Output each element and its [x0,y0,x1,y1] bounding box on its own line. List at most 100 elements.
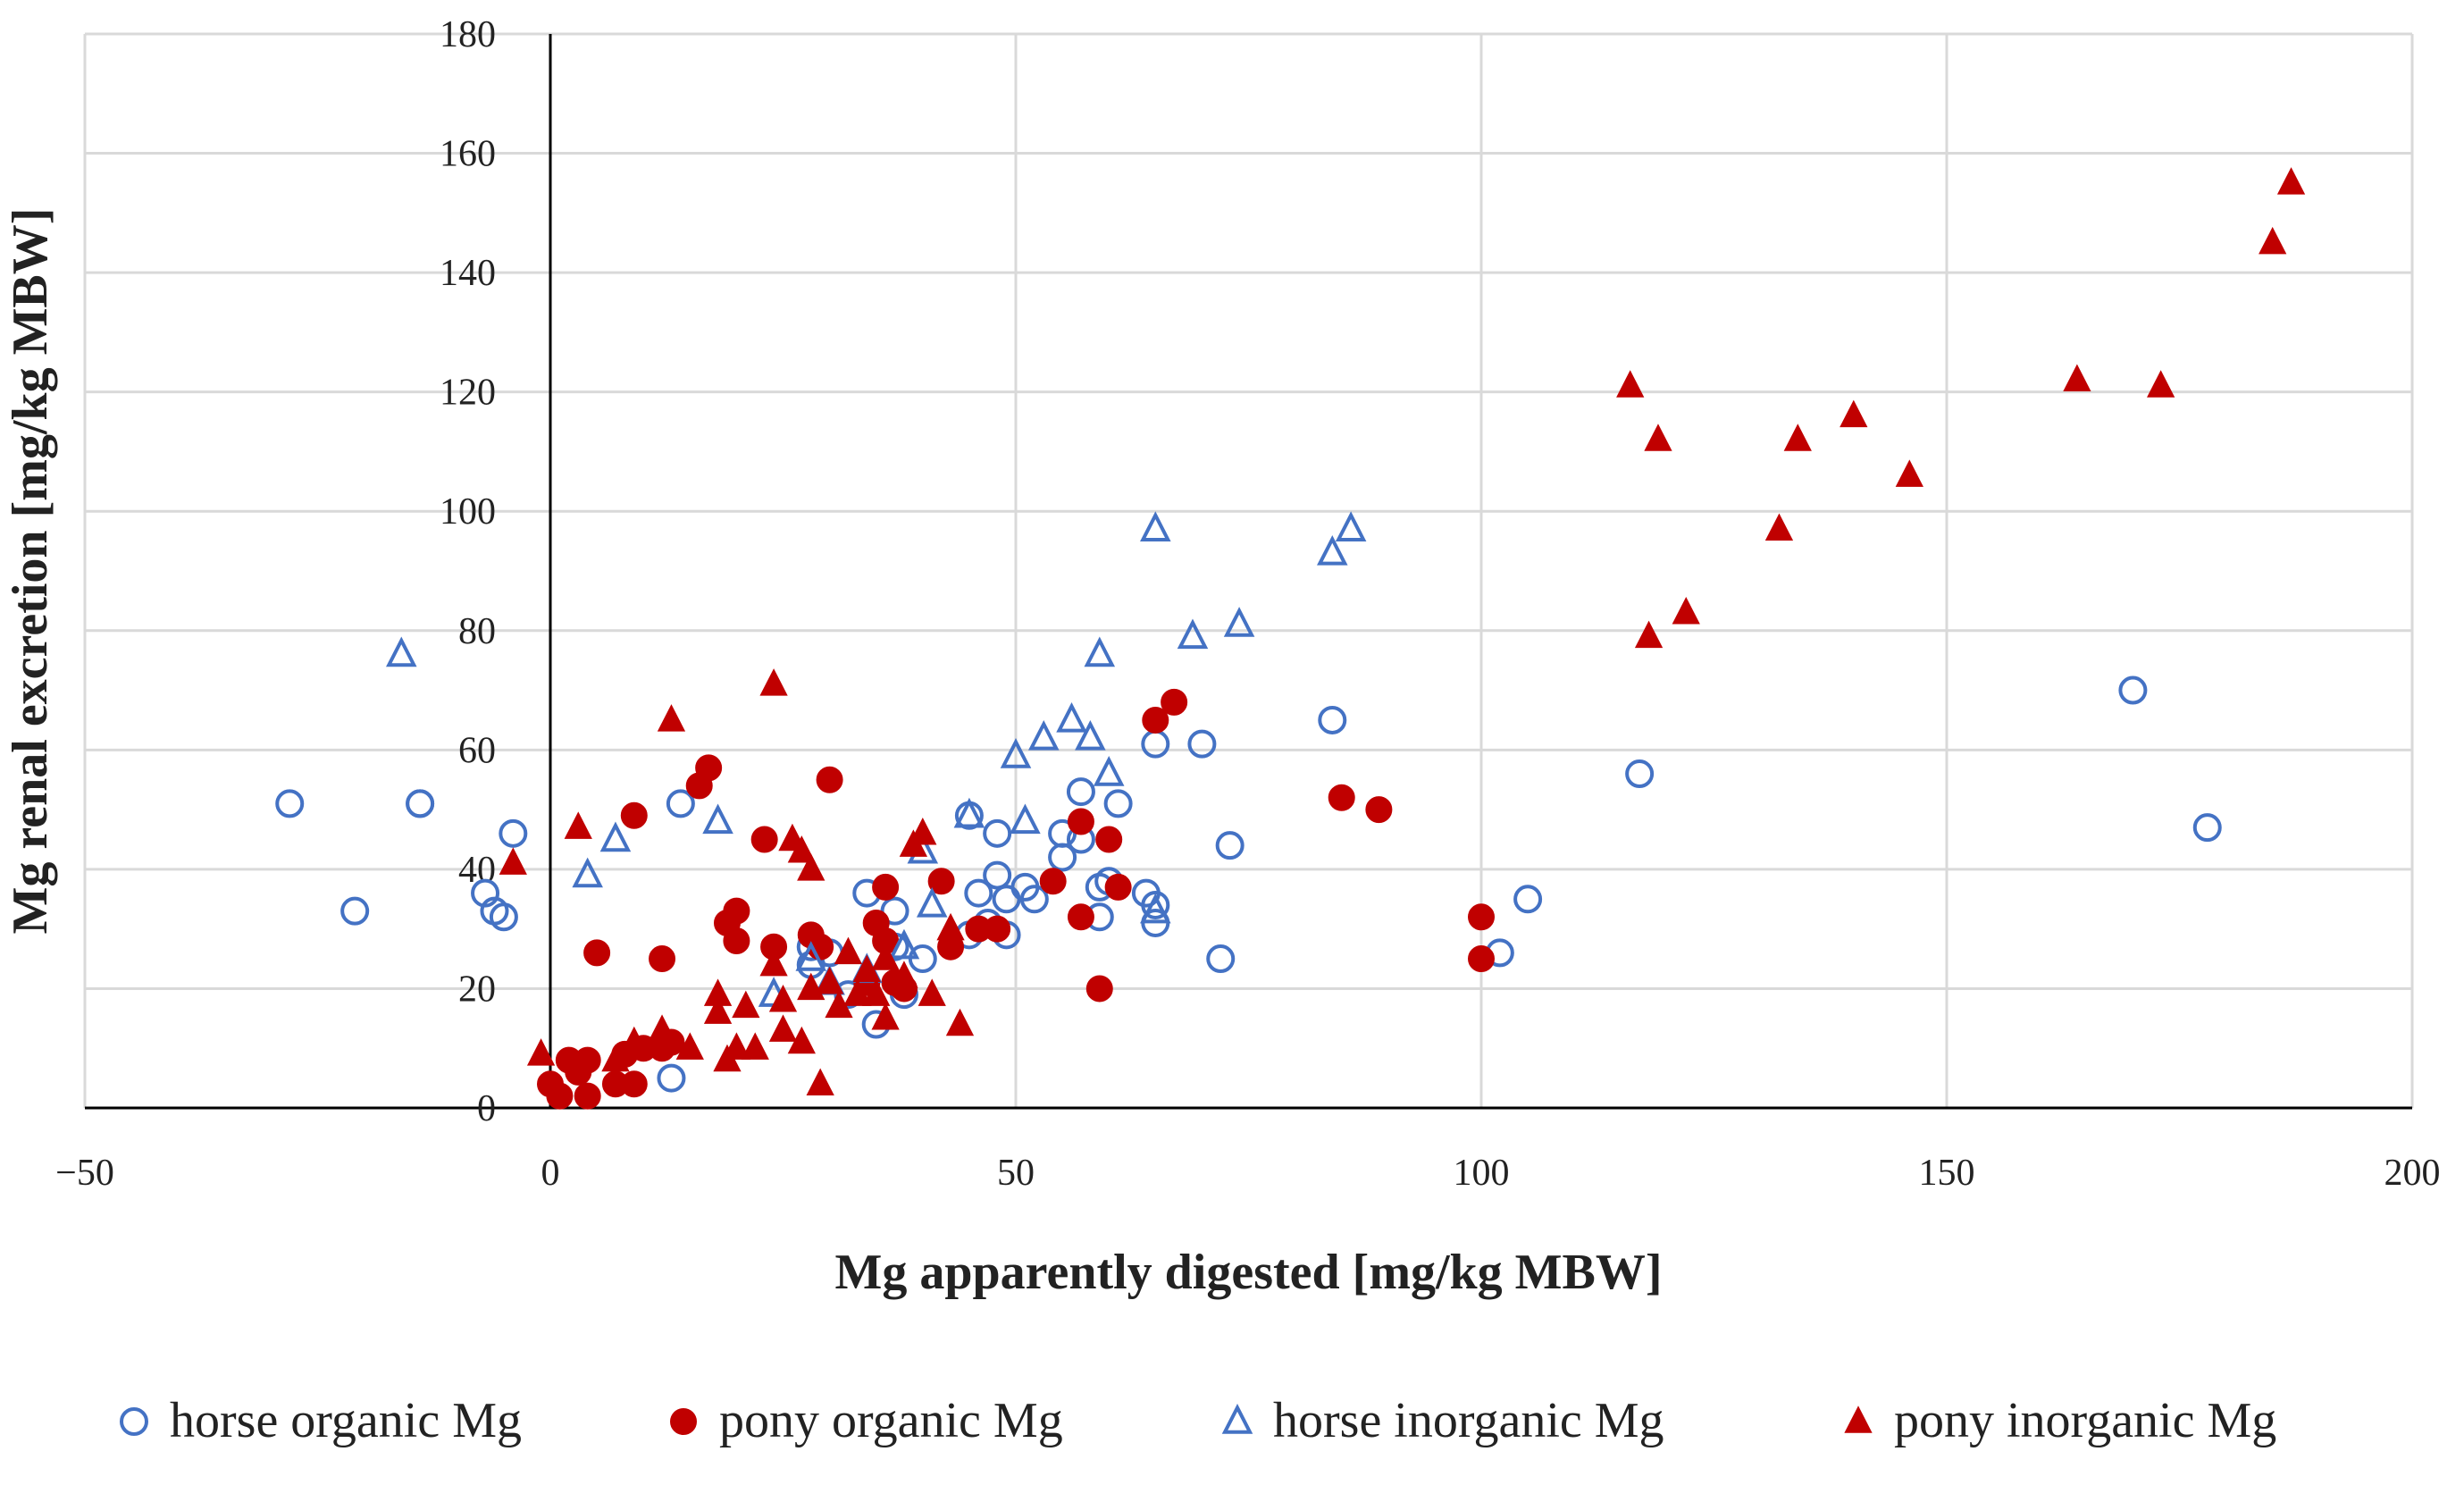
y-tick-label: 120 [440,373,496,414]
point-pony-inorganic-mg [759,948,788,977]
y-axis-title: Mg renal excretion [mg/kg MBW] [3,208,58,935]
point-pony-inorganic-mg [787,1026,816,1054]
point-pony-inorganic-mg [648,1014,676,1042]
point-pony-inorganic-mg [741,1032,769,1060]
point-horse-inorganic-mg [1010,803,1041,835]
point-pony-organic-mg [1039,868,1067,895]
legend-item-pony-organic-mg: pony organic Mg [670,1393,1063,1448]
point-horse-organic-mg [2118,675,2148,705]
point-pony-inorganic-mg [862,978,891,1006]
point-pony-inorganic-mg [1783,424,1812,451]
legend-item-horse-inorganic-mg: horse inorganic Mg [1221,1393,1664,1448]
point-pony-organic-mg [1365,796,1393,824]
x-tick-label: 0 [541,1153,560,1194]
point-pony-inorganic-mg [797,853,826,881]
point-pony-organic-mg [1067,903,1094,931]
point-horse-organic-mg [406,789,435,818]
legend-marker-horse-organic-mg [120,1407,148,1436]
legend-marker-horse-inorganic-mg [1221,1404,1253,1434]
point-horse-organic-mg [1019,885,1049,914]
y-tick-label: 80 [458,611,496,652]
point-pony-organic-mg [695,754,723,782]
point-pony-inorganic-mg [806,1068,834,1095]
point-pony-organic-mg [649,945,676,973]
point-pony-inorganic-mg [1616,370,1645,398]
legend-marker-pony-inorganic-mg [1844,1405,1873,1433]
legend-marker-pony-organic-mg [670,1408,697,1435]
point-horse-organic-mg [1513,885,1543,914]
point-horse-organic-mg [1318,705,1347,734]
point-pony-inorganic-mg [601,1044,630,1072]
point-pony-organic-mg [1161,688,1188,716]
point-horse-organic-mg [983,860,1012,890]
point-pony-organic-mg [574,1082,601,1110]
point-pony-inorganic-mg [936,912,965,941]
point-pony-inorganic-mg [657,704,686,732]
point-pony-organic-mg [620,801,648,829]
y-tick-label: 160 [440,134,496,175]
point-pony-inorganic-mg [768,1014,798,1042]
point-pony-inorganic-mg [675,1032,704,1060]
point-pony-inorganic-mg [918,978,946,1006]
point-horse-inorganic-mg [1140,511,1171,541]
point-pony-inorganic-mg [871,1003,900,1030]
legend: horse organic Mg pony organic Mg horse ino… [120,1393,2276,1448]
y-tick-label: 60 [458,730,496,771]
point-horse-inorganic-mg [1223,607,1255,637]
point-horse-organic-mg [983,818,1012,848]
point-horse-organic-mg [1048,843,1077,872]
point-horse-inorganic-mg [1177,618,1209,650]
point-horse-inorganic-mg [1056,701,1087,733]
point-pony-inorganic-mg [1840,399,1868,428]
point-pony-organic-mg [583,939,611,967]
point-pony-organic-mg [1468,903,1495,931]
point-pony-inorganic-mg [1895,459,1923,487]
y-tick-label: 180 [440,14,496,55]
point-pony-inorganic-mg [843,978,872,1006]
point-pony-organic-mg [1067,808,1094,835]
point-horse-inorganic-mg [953,797,985,828]
point-horse-inorganic-mg [1075,719,1106,751]
point-pony-inorganic-mg [564,811,592,839]
point-pony-inorganic-mg [1644,424,1672,451]
point-horse-organic-mg [1215,831,1245,860]
point-horse-inorganic-mg [1000,738,1032,768]
point-horse-inorganic-mg [795,941,827,971]
point-horse-organic-mg [499,818,528,848]
point-pony-inorganic-mg [2063,364,2091,392]
point-horse-organic-mg [275,789,305,818]
legend-label-pony-organic-mg: pony organic Mg [719,1393,1063,1448]
point-horse-inorganic-mg [1093,756,1125,786]
point-horse-organic-mg [880,896,909,926]
point-horse-inorganic-mg [1084,636,1116,667]
y-tick-label: 0 [477,1088,496,1129]
point-pony-inorganic-mg [945,1008,975,1036]
point-pony-inorganic-mg [787,835,816,863]
point-pony-inorganic-mg [1672,596,1700,625]
point-horse-organic-mg [1141,890,1170,919]
point-horse-inorganic-mg [599,821,632,852]
legend-label-horse-inorganic-mg: horse inorganic Mg [1273,1393,1664,1448]
point-pony-organic-mg [984,915,1011,943]
x-axis-title: Mg apparently digested [mg/kg MBW] [834,1245,1662,1300]
point-horse-organic-mg [2192,813,2222,843]
legend-item-horse-organic-mg: horse organic Mg [120,1393,522,1448]
legend-label-pony-inorganic-mg: pony inorganic Mg [1894,1393,2276,1448]
y-tick-label: 20 [458,969,496,1010]
point-pony-organic-mg [1328,784,1355,811]
point-pony-organic-mg [1142,706,1169,734]
point-pony-inorganic-mg [890,961,918,988]
point-horse-organic-mg [657,1063,686,1093]
point-horse-organic-mg [1206,944,1236,974]
point-horse-inorganic-mg [1140,893,1171,924]
point-pony-inorganic-mg [768,985,798,1012]
gridlines [83,32,2414,1110]
point-pony-inorganic-mg [759,668,788,696]
point-pony-organic-mg [723,897,750,925]
point-pony-organic-mg [1468,945,1495,973]
data-points [275,167,2306,1110]
point-pony-organic-mg [927,868,955,895]
